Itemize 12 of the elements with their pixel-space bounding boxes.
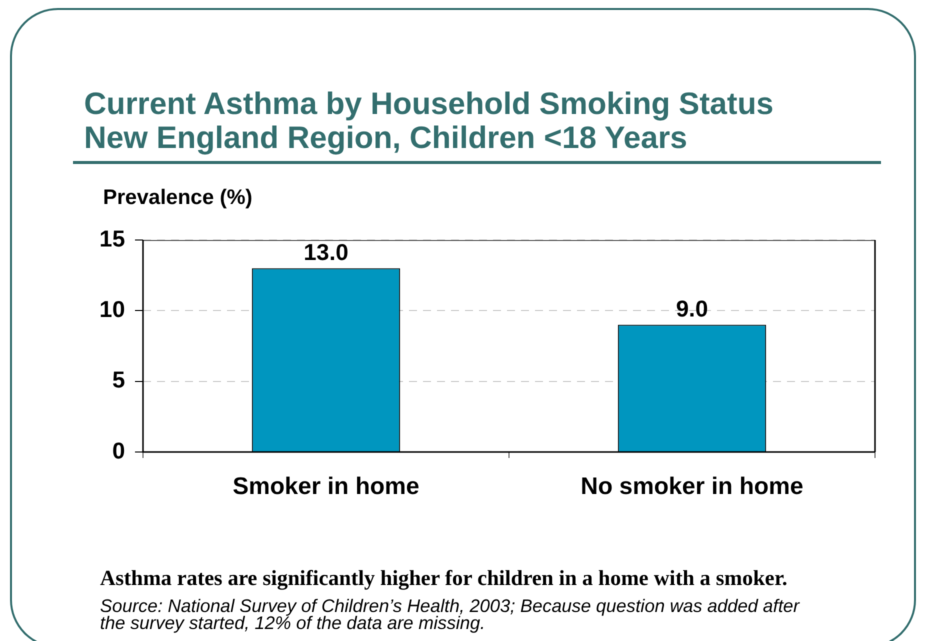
- text: Asthma rates are significantly higher for children in a home with a smoker.: [100, 565, 788, 591]
- source-note: Source: National Survey of Children’s Health, 2003; Because question was added after the survey started, 12% of the data are missing.: [100, 596, 801, 633]
- y-tick-label: 15: [99, 225, 126, 252]
- data-label: 13.0: [304, 239, 348, 266]
- y-tick-label: 0: [112, 437, 125, 464]
- y-tick-label: 5: [112, 366, 126, 393]
- x-tick-label: Smoker in home: [232, 473, 420, 500]
- y-tick-label: 10: [99, 296, 125, 322]
- x-tick-label: No smoker in home: [580, 473, 804, 500]
- chart-title: Current Asthma by Household Smoking Status New England Region, Children <18 Years: [84, 86, 775, 155]
- y-axis-title: Prevalence (%): [103, 186, 252, 209]
- data-label: 9.0: [676, 296, 708, 322]
